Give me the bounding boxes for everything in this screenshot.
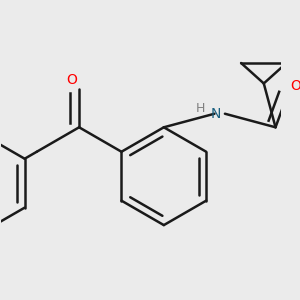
Text: O: O	[67, 73, 78, 87]
Text: O: O	[290, 79, 300, 93]
Text: H: H	[196, 102, 205, 115]
Text: N: N	[211, 107, 221, 121]
